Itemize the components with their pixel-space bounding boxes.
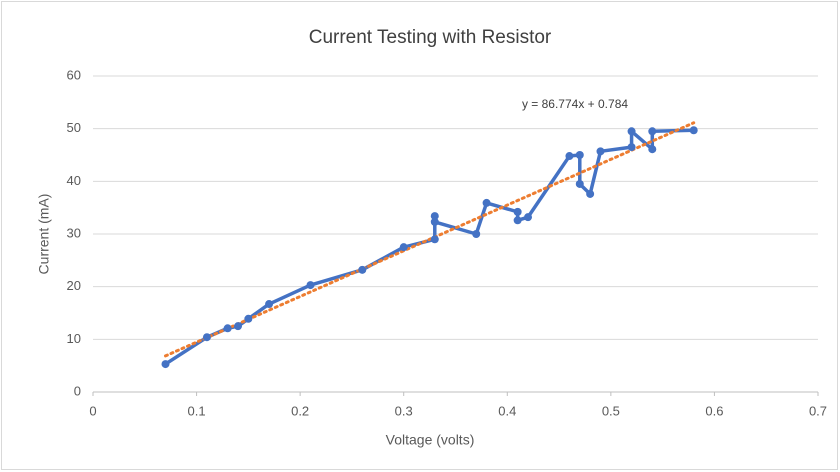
point: [234, 322, 242, 331]
point: [430, 212, 439, 221]
point: [244, 314, 253, 323]
x-tick-label: 0.6: [705, 403, 723, 418]
y-tick-label: 60: [67, 67, 81, 82]
point: [430, 217, 439, 226]
point: [596, 147, 605, 156]
x-tick-label: 0.1: [188, 403, 206, 418]
point: [575, 151, 584, 159]
y-tick-label: 10: [67, 331, 81, 346]
point: [161, 360, 170, 369]
x-tick-label: 0: [89, 403, 96, 418]
point: [482, 198, 491, 207]
trendline: [164, 121, 696, 358]
x-tick-label: 0.2: [291, 403, 309, 418]
x-tick-label: 0.7: [809, 403, 827, 418]
point: [513, 207, 522, 216]
y-tick-label: 0: [74, 383, 81, 398]
point: [265, 300, 274, 309]
trendline-label: y = 86.774x + 0.784: [522, 97, 628, 111]
point: [648, 127, 657, 136]
x-tick-label: 0.3: [395, 403, 413, 418]
point: [306, 281, 315, 290]
point: [565, 152, 574, 161]
point: [202, 333, 211, 342]
y-tick-label: 20: [67, 278, 81, 293]
y-axis-title: Current (mA): [36, 194, 52, 275]
point: [627, 143, 636, 152]
point: [430, 235, 439, 244]
point: [399, 243, 408, 252]
point: [358, 265, 367, 274]
point: [575, 179, 584, 188]
point: [689, 126, 698, 135]
x-tick-label: 0.5: [602, 403, 620, 418]
x-tick-label: 0.4: [498, 403, 516, 418]
point: [524, 213, 532, 222]
point: [513, 216, 522, 225]
chart-title: Current Testing with Resistor: [309, 27, 552, 48]
x-axis-title: Voltage (volts): [386, 432, 475, 448]
y-tick-label: 40: [67, 173, 81, 188]
point: [586, 189, 595, 198]
point: [472, 230, 481, 238]
point: [223, 324, 232, 333]
point: [648, 145, 657, 154]
y-tick-label: 50: [67, 120, 81, 135]
point: [627, 127, 636, 136]
y-tick-label: 30: [67, 225, 81, 240]
